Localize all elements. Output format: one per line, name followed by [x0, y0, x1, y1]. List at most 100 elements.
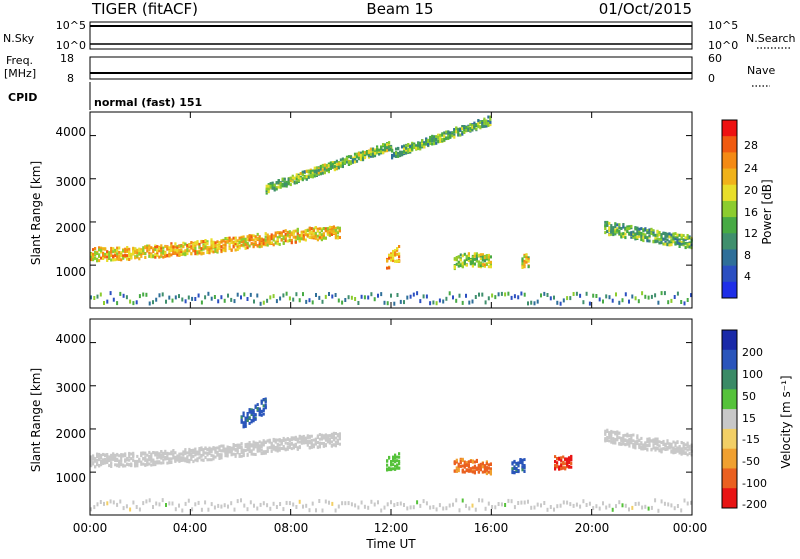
data-cell — [650, 439, 653, 443]
data-cell — [206, 453, 209, 457]
data-cell — [461, 130, 464, 134]
data-cell — [130, 252, 133, 256]
data-cell — [405, 146, 408, 150]
data-cell — [186, 243, 189, 247]
data-cell — [678, 451, 681, 455]
data-cell — [608, 439, 611, 443]
data-cell — [398, 259, 401, 263]
data-cell — [194, 249, 197, 253]
x-tick-1200: 12:00 — [374, 521, 409, 535]
power-colorbar — [721, 119, 738, 299]
data-cell — [622, 442, 625, 446]
data-cell — [116, 464, 119, 468]
scatter-cell — [282, 507, 285, 512]
data-cell — [467, 128, 470, 132]
colorbar-segment — [722, 488, 737, 509]
scatter-cell — [536, 502, 539, 507]
data-cell — [218, 457, 221, 460]
data-cell — [652, 440, 655, 444]
scatter-cell — [328, 500, 330, 505]
data-cell — [285, 182, 288, 186]
data-cell — [622, 434, 625, 438]
data-cell — [152, 458, 155, 462]
data-cell — [453, 257, 456, 261]
data-cell — [308, 439, 311, 443]
data-cell — [90, 457, 93, 461]
data-cell — [186, 451, 189, 455]
scatter-cell — [513, 294, 516, 299]
data-cell — [112, 258, 115, 262]
vel-tick-m200: -200 — [742, 498, 767, 511]
data-cell — [291, 176, 294, 180]
data-cell — [305, 169, 308, 173]
data-cell — [246, 448, 249, 451]
data-cell — [284, 229, 287, 233]
data-cell — [634, 237, 637, 241]
scatter-cell — [275, 299, 278, 304]
data-cell — [190, 457, 193, 461]
data-cell — [411, 141, 414, 145]
data-cell — [670, 238, 673, 242]
data-cell — [568, 458, 571, 462]
data-cell — [336, 231, 339, 235]
data-cell — [453, 128, 456, 132]
data-cell — [473, 121, 476, 125]
scatter-cell — [465, 293, 467, 298]
data-cell — [146, 458, 149, 462]
data-cell — [130, 256, 133, 260]
data-cell — [152, 463, 155, 467]
data-cell — [118, 459, 121, 463]
data-cell — [282, 436, 285, 440]
data-cell — [92, 248, 95, 252]
data-cell — [684, 246, 687, 250]
data-cell — [168, 452, 171, 456]
data-cell — [347, 163, 351, 166]
scatter-cell — [272, 501, 275, 506]
scatter-cell — [683, 301, 686, 306]
data-cell — [278, 235, 281, 239]
data-cell — [398, 459, 401, 463]
scatter-cell — [321, 508, 324, 513]
data-cell — [270, 441, 273, 445]
data-cell — [676, 241, 679, 245]
data-cell — [124, 464, 127, 468]
data-cell — [166, 457, 169, 461]
data-cell — [306, 439, 309, 443]
scatter-cell — [663, 291, 666, 296]
scatter-cell — [621, 298, 624, 303]
data-cell — [150, 246, 153, 250]
data-cell — [214, 446, 217, 450]
scatter-cell — [210, 296, 213, 301]
data-cell — [252, 238, 255, 242]
data-cell — [616, 228, 619, 232]
data-cell — [226, 445, 229, 449]
data-cell — [256, 443, 259, 447]
data-cell — [459, 262, 462, 266]
data-cell — [483, 470, 486, 474]
data-cell — [560, 456, 563, 460]
data-cell — [620, 439, 623, 443]
data-cell — [296, 232, 299, 236]
scatter-cell — [553, 507, 555, 512]
data-cell — [148, 450, 151, 454]
scatter-cell — [174, 295, 177, 300]
data-cell — [100, 246, 103, 250]
scatter-cell — [341, 501, 344, 506]
data-cell — [306, 434, 309, 438]
data-cell — [236, 443, 239, 447]
scatter-cell — [455, 498, 458, 503]
scatter-cell — [504, 292, 507, 297]
nsky-label: N.Sky — [3, 32, 35, 45]
data-cell — [483, 263, 486, 267]
scatter-cell — [223, 298, 226, 303]
data-cell — [355, 152, 359, 156]
data-cell — [337, 162, 340, 166]
data-cell — [120, 463, 123, 466]
data-cell — [190, 449, 193, 452]
data-cell — [96, 455, 99, 458]
data-cell — [628, 434, 631, 438]
scatter-cell — [481, 292, 484, 297]
data-cell — [102, 251, 105, 255]
data-cell — [170, 457, 173, 461]
scatter-cell — [412, 505, 415, 510]
